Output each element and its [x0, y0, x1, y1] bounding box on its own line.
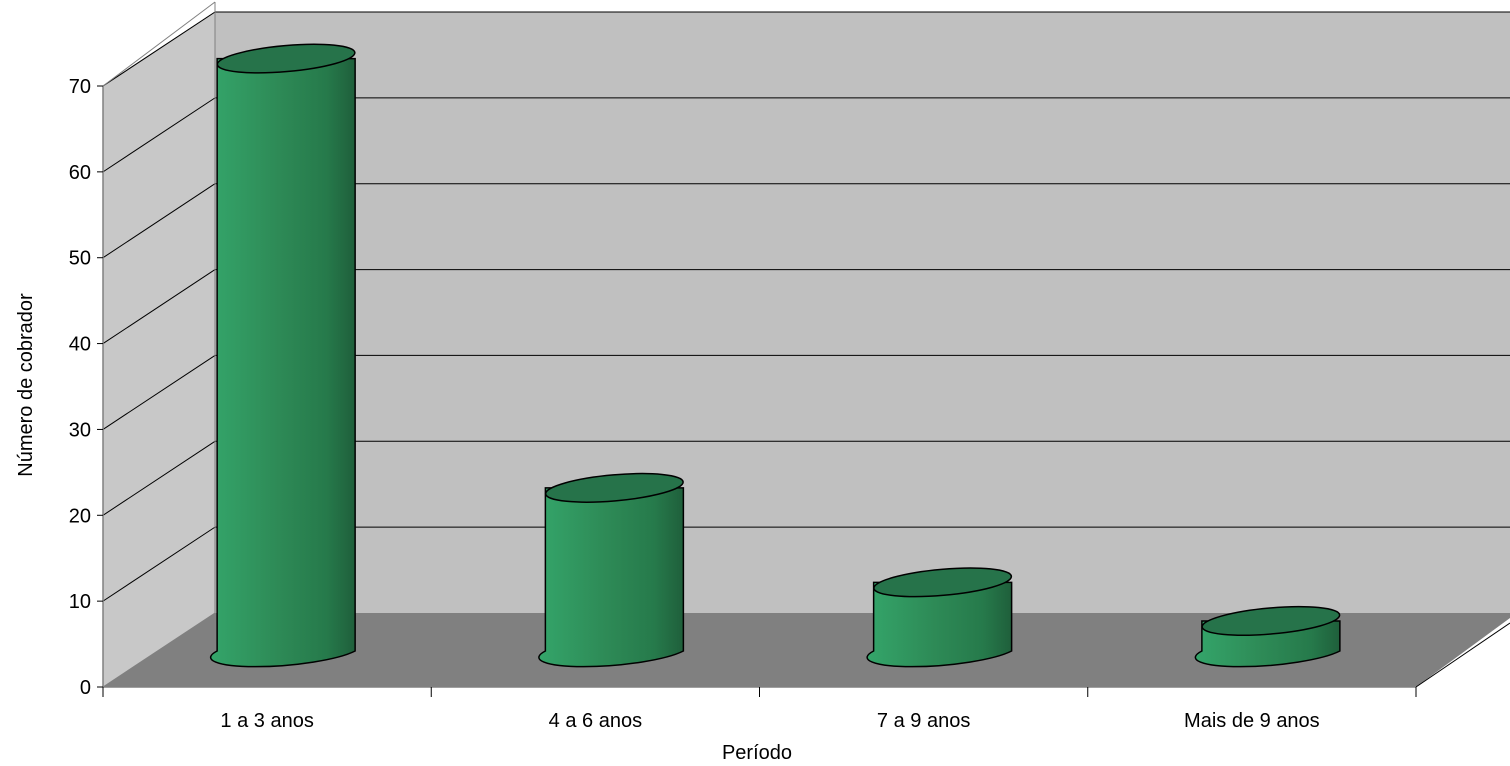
gridline-side [102, 269, 216, 344]
x-tick-label: 1 a 3 anos [220, 710, 313, 732]
floor-edge [1415, 622, 1510, 688]
gridline-side [102, 97, 216, 173]
y-tick-label: 20 [69, 505, 91, 527]
axes [97, 1, 1417, 697]
axis-labels: 0 10 20 30 40 50 60 70 1 a 3 anos 4 a 6 anos 7 a 9… [69, 76, 1320, 732]
bars [209, 43, 1341, 668]
back-wall [215, 12, 1510, 613]
x-axis-title: Período [722, 742, 792, 764]
gridline-side [102, 355, 216, 430]
bar-top [544, 472, 684, 503]
y-tick-label: 30 [69, 419, 91, 441]
side-wall [102, 11, 216, 688]
bar-top [873, 567, 1013, 598]
bar-body [538, 487, 685, 668]
y-tick-label: 50 [69, 248, 91, 270]
bar-1 [209, 43, 356, 668]
gridline-side [102, 440, 216, 516]
plot-walls [102, 11, 1510, 688]
y-tick-label: 60 [69, 162, 91, 184]
floor [103, 613, 1510, 687]
bar-body [209, 57, 356, 668]
y-tick-label: 70 [69, 76, 91, 98]
gridline-side [102, 11, 216, 87]
gridline-side [102, 183, 216, 259]
bar-body [866, 581, 1013, 668]
gridline-side [102, 526, 216, 602]
bar-4 [1194, 605, 1341, 668]
y-axis-title: Número de cobrador [15, 293, 37, 477]
y-tick-label: 40 [69, 334, 91, 356]
y-tick-label: 0 [80, 677, 91, 699]
x-tick-label: Mais de 9 anos [1184, 710, 1320, 732]
x-tick-label: 7 a 9 anos [877, 710, 970, 732]
x-tick-label: 4 a 6 anos [549, 710, 642, 732]
bar-3 [866, 567, 1013, 668]
bar-2 [538, 472, 685, 668]
top-side-edge [102, 1, 216, 87]
bar-top [1201, 605, 1341, 636]
gridlines [102, 11, 1510, 602]
bar-top [216, 43, 356, 74]
y-tick-label: 10 [69, 591, 91, 613]
